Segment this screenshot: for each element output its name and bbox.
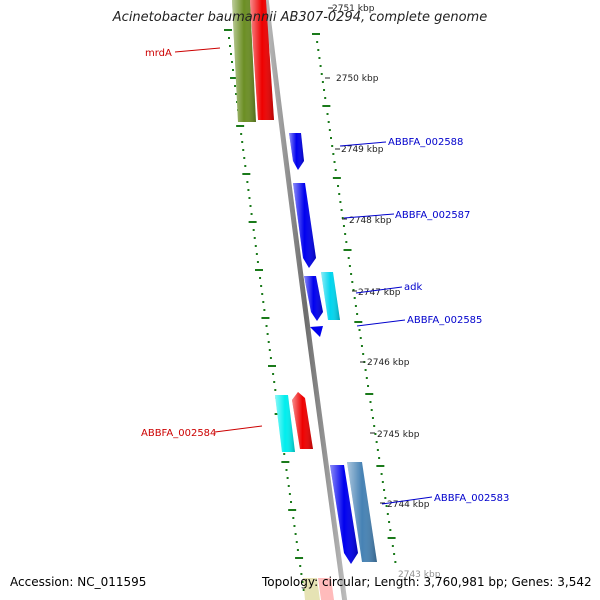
scale-label: 2744 kbp [387,500,430,510]
backbone-arc [263,0,348,600]
gene-label-ABBFA_002583[interactable]: ABBFA_002583 [434,493,509,504]
scale-label: 2746 kbp [367,358,410,368]
leader-lines [174,47,433,505]
gene-label-ABBFA_002585[interactable]: ABBFA_002585 [407,315,482,326]
gene-label-adk[interactable]: adk [404,282,422,293]
topology-text: Topology: circular; Length: 3,760,981 bp… [262,575,592,589]
gene-feature-ABBFA_002584-red[interactable] [292,392,313,449]
gene-feature-ABBFA_002585[interactable] [310,326,323,337]
scale-label: 2743 kbp [398,570,441,580]
gene-feature-ABBFA_002587[interactable] [293,183,316,268]
gene-label-ABBFA_002584[interactable]: ABBFA_002584 [141,428,216,439]
scale-label: 2747 kbp [358,288,401,298]
scale-ticks [325,7,385,504]
scale-label: 2745 kbp [377,430,420,440]
scale-label: 2748 kbp [349,216,392,226]
scale-label: 2750 kbp [336,74,379,84]
gene-feature-ABBFA_002588[interactable] [289,133,304,170]
gene-feature-mrdA[interactable] [232,0,256,122]
gene-feature-partial-bottom [303,578,334,600]
gene-feature-red-top[interactable] [250,0,274,120]
outer-tick-track [312,33,397,563]
gene-feature-ABBFA_002584-cyan[interactable] [275,395,295,452]
gene-feature-adk-cyan[interactable] [321,272,340,320]
gene-label-ABBFA_002587[interactable]: ABBFA_002587 [395,210,470,221]
scale-labels: 2751 kbp 2750 kbp 2749 kbp 2748 kbp 2747… [332,4,441,580]
accession-text: Accession: NC_011595 [10,575,147,589]
gene-feature-adk-blue[interactable] [304,276,323,321]
map-title: Acinetobacter baumannii AB307-0294, comp… [112,10,488,25]
gene-label-ABBFA_002588[interactable]: ABBFA_002588 [388,137,463,148]
gene-feature-ABBFA_002583-blue[interactable] [330,465,358,564]
scale-label: 2751 kbp [332,4,375,14]
scale-label: 2749 kbp [341,145,384,155]
gene-label-mrdA[interactable]: mrdA [145,48,172,59]
gene-feature-ABBFA_002583-steel[interactable] [347,462,377,562]
